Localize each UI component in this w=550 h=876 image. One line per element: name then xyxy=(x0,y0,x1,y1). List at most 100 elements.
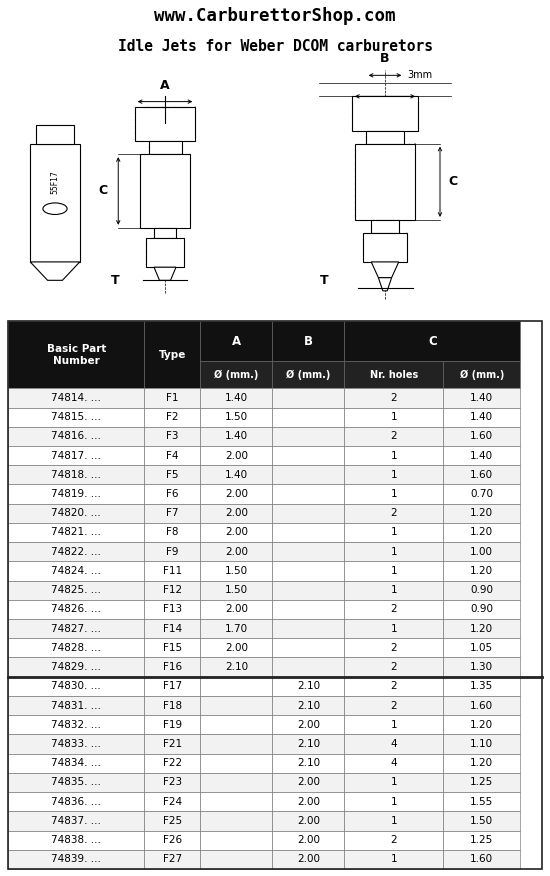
Text: F18: F18 xyxy=(163,701,182,710)
Text: 0.90: 0.90 xyxy=(470,585,493,595)
Bar xyxy=(272,715,344,734)
Bar xyxy=(272,523,344,542)
Bar xyxy=(144,734,200,753)
Text: 2: 2 xyxy=(390,431,397,442)
Bar xyxy=(272,581,344,600)
Text: 2: 2 xyxy=(390,393,397,403)
Text: 74827. ...: 74827. ... xyxy=(51,624,101,633)
Text: 2.10: 2.10 xyxy=(297,701,320,710)
Text: Ø (mm.): Ø (mm.) xyxy=(460,370,504,379)
Text: 2.00: 2.00 xyxy=(297,835,320,845)
Bar xyxy=(8,792,144,811)
Text: F7: F7 xyxy=(166,508,179,519)
Text: 1: 1 xyxy=(390,778,397,788)
Text: 74834. ...: 74834. ... xyxy=(51,759,101,768)
Bar xyxy=(200,734,272,753)
Bar xyxy=(144,639,200,658)
Text: 74838. ...: 74838. ... xyxy=(51,835,101,845)
Text: 2: 2 xyxy=(390,682,397,691)
Bar xyxy=(443,446,520,465)
Bar xyxy=(200,715,272,734)
Text: 2: 2 xyxy=(390,701,397,710)
Text: 74824. ...: 74824. ... xyxy=(51,566,101,576)
Bar xyxy=(200,542,272,562)
Bar xyxy=(344,850,443,869)
Bar xyxy=(344,504,443,523)
Text: 1: 1 xyxy=(390,412,397,422)
Text: 2.00: 2.00 xyxy=(297,816,320,826)
Bar xyxy=(200,484,272,504)
Text: 1.60: 1.60 xyxy=(470,854,493,865)
Text: 74837. ...: 74837. ... xyxy=(51,816,101,826)
Text: 1: 1 xyxy=(390,624,397,633)
Bar xyxy=(8,715,144,734)
Bar xyxy=(344,830,443,850)
Bar xyxy=(272,658,344,676)
Text: 1.25: 1.25 xyxy=(470,835,493,845)
Bar xyxy=(8,639,144,658)
Bar xyxy=(371,220,399,233)
Text: 1.40: 1.40 xyxy=(225,470,248,480)
Text: F26: F26 xyxy=(163,835,182,845)
Text: C: C xyxy=(98,185,107,197)
Bar xyxy=(200,600,272,619)
Text: F5: F5 xyxy=(166,470,179,480)
Text: 1: 1 xyxy=(390,816,397,826)
Text: 1.25: 1.25 xyxy=(470,778,493,788)
Bar xyxy=(272,407,344,427)
Bar xyxy=(8,484,144,504)
Bar xyxy=(443,850,520,869)
Text: 1.40: 1.40 xyxy=(470,450,493,461)
Bar xyxy=(144,465,200,484)
Text: 1: 1 xyxy=(390,450,397,461)
Bar xyxy=(344,639,443,658)
Text: 74831. ...: 74831. ... xyxy=(51,701,101,710)
Bar xyxy=(272,388,344,407)
Bar xyxy=(443,734,520,753)
Bar xyxy=(366,131,404,144)
Text: 2: 2 xyxy=(390,508,397,519)
Text: 2.00: 2.00 xyxy=(225,489,248,499)
Bar xyxy=(200,562,272,581)
Bar xyxy=(355,144,415,220)
Text: 2.00: 2.00 xyxy=(225,643,248,653)
Bar xyxy=(144,715,200,734)
Bar xyxy=(272,542,344,562)
Bar xyxy=(363,233,407,262)
Bar xyxy=(8,562,144,581)
Bar xyxy=(272,792,344,811)
Bar xyxy=(344,427,443,446)
Text: F22: F22 xyxy=(163,759,182,768)
Bar xyxy=(200,504,272,523)
Bar xyxy=(144,773,200,792)
Bar xyxy=(144,600,200,619)
Text: F9: F9 xyxy=(166,547,179,557)
Bar xyxy=(344,361,443,388)
Bar xyxy=(272,562,344,581)
Text: 74825. ...: 74825. ... xyxy=(51,585,101,595)
Text: 1.50: 1.50 xyxy=(470,816,493,826)
Bar xyxy=(443,658,520,676)
Bar xyxy=(8,581,144,600)
Bar xyxy=(200,388,272,407)
Text: 74830. ...: 74830. ... xyxy=(51,682,101,691)
Text: 2: 2 xyxy=(390,604,397,614)
Text: 1.60: 1.60 xyxy=(470,701,493,710)
Bar xyxy=(272,504,344,523)
Bar xyxy=(344,562,443,581)
Bar xyxy=(272,427,344,446)
Text: 2.00: 2.00 xyxy=(297,854,320,865)
Bar xyxy=(443,639,520,658)
Bar xyxy=(200,696,272,715)
Bar xyxy=(272,600,344,619)
Text: 1: 1 xyxy=(390,547,397,557)
Text: 2.00: 2.00 xyxy=(297,720,320,730)
Text: 2.00: 2.00 xyxy=(225,547,248,557)
Text: F1: F1 xyxy=(166,393,179,403)
Text: T: T xyxy=(111,274,120,286)
Text: 74818. ...: 74818. ... xyxy=(51,470,101,480)
Text: F12: F12 xyxy=(163,585,182,595)
Text: 1.30: 1.30 xyxy=(470,662,493,672)
Polygon shape xyxy=(30,262,80,280)
Bar xyxy=(344,792,443,811)
